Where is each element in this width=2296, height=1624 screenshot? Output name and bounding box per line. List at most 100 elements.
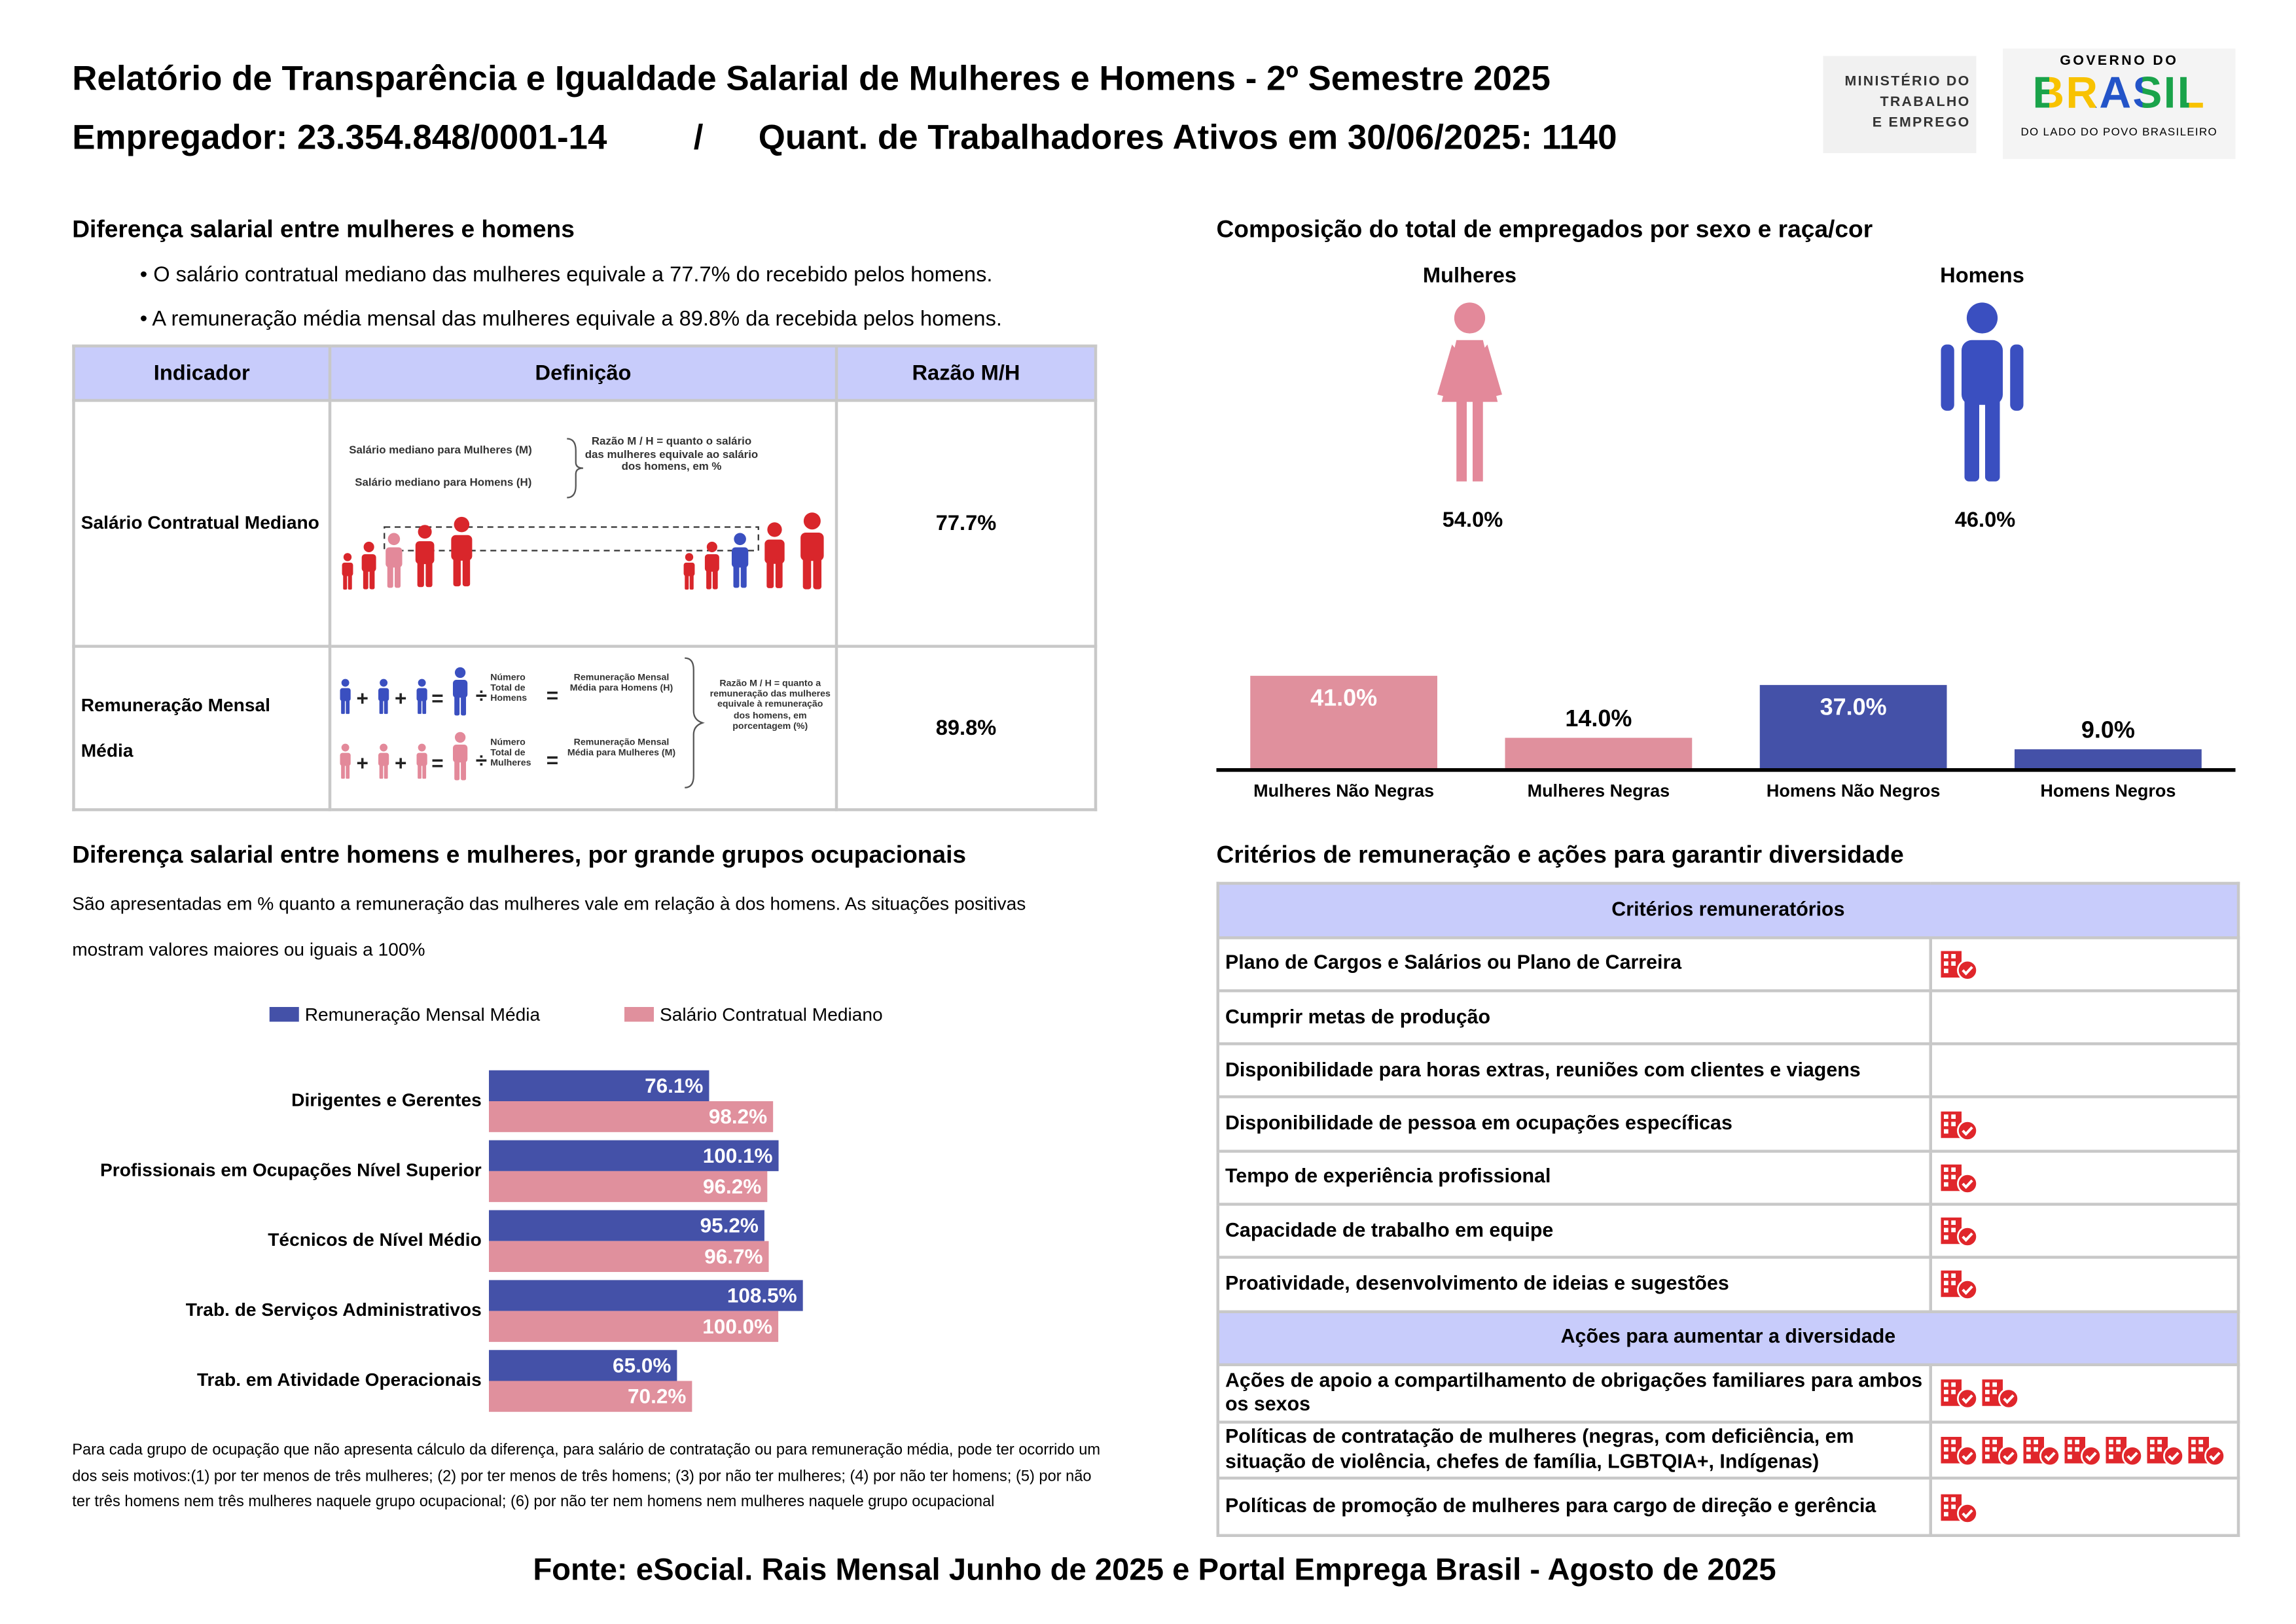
bar-label: 65.0% <box>613 1353 671 1377</box>
criteria-label: Disponibilidade para horas extras, reuni… <box>1216 1042 1932 1099</box>
footer: Fonte: eSocial. Rais Mensal Junho de 202… <box>533 1553 1776 1587</box>
diagram-text: Número Total de Homens <box>490 673 528 705</box>
section-header-row: Critérios remuneratórios <box>1216 881 2240 939</box>
table-header: Razão M/H <box>834 344 1098 402</box>
mean-figures: + + = ÷ = + + = ÷ = <box>340 657 705 788</box>
check-icon <box>1941 1493 1978 1523</box>
bar-label: 41.0% <box>1310 684 1377 711</box>
ministry-line: MINISTÉRIO DO <box>1844 73 1971 90</box>
criteria-row: Plano de Cargos e Salários ou Plano de C… <box>1216 935 2240 993</box>
bar-label: 108.5% <box>727 1284 797 1307</box>
check-icon <box>2064 1436 2102 1466</box>
figure-value: 54.0% <box>1443 507 1503 531</box>
bar <box>489 1171 768 1203</box>
diagram-text: Remuneração Mensal Média para Homens (H) <box>569 673 673 694</box>
check-icon <box>1982 1436 2019 1466</box>
criteria-row: Políticas de promoção de mulheres para c… <box>1216 1477 2240 1537</box>
bar-label: 95.2% <box>700 1214 759 1237</box>
criteria-label: Políticas de contratação de mulheres (ne… <box>1216 1420 1932 1480</box>
figure-label: Homens <box>1940 263 2024 287</box>
bullet: • O salário contratual mediano das mulhe… <box>139 263 993 287</box>
government-slogan: DO LADO DO POVO BRASILEIRO <box>2020 125 2217 139</box>
ministry-line: TRABALHO <box>1880 94 1971 111</box>
separator: / <box>693 118 704 156</box>
bar <box>489 1101 774 1133</box>
bar-label: 100.0% <box>702 1315 772 1338</box>
bar <box>1759 684 1947 770</box>
section-title: Diferença salarial entre mulheres e home… <box>72 216 575 243</box>
brace <box>567 438 584 499</box>
criteria-icons <box>1929 935 2240 993</box>
bar <box>489 1280 803 1311</box>
criteria-body: Critérios remuneratórios Plano de Cargos … <box>1216 881 2240 1537</box>
legend-swatch <box>269 1007 299 1022</box>
bar-label: 14.0% <box>1565 705 1632 732</box>
criteria-icons <box>1929 1095 2240 1153</box>
ratio: 89.8% <box>834 644 1098 811</box>
y-tick-label: Técnicos de Nível Médio <box>268 1229 481 1250</box>
woman-icon <box>1437 302 1502 482</box>
criteria-row: Disponibilidade de pessoa em ocupações e… <box>1216 1095 2240 1153</box>
check-icon <box>2188 1436 2225 1466</box>
employer: Empregador: 23.354.848/0001-14 <box>72 118 607 156</box>
operators: + + = ÷ = + + = ÷ = <box>357 683 559 775</box>
x-tick-label: Mulheres Não Negras <box>1253 781 1434 801</box>
check-icon <box>1941 1110 1978 1140</box>
criteria-icons <box>1929 1363 2240 1423</box>
indicator-table: Indicador Definição Razão M/H Salário Co… <box>72 344 1098 811</box>
operator: = <box>547 748 558 771</box>
operator: + <box>395 751 406 775</box>
legend-label: Remuneração Mensal Média <box>305 1004 541 1025</box>
bar-label: 37.0% <box>1820 693 1887 720</box>
diagram-text: Número Total de Mulheres <box>490 737 531 769</box>
section-title: Diferença salarial entre homens e mulher… <box>72 842 967 869</box>
y-tick-label: Trab. em Atividade Operacionais <box>197 1369 482 1390</box>
legend-label: Salário Contratual Mediano <box>660 1004 883 1025</box>
mean-diagram: + + = ÷ = + + = ÷ = Número <box>331 649 836 807</box>
indicator: Remuneração Mensal Média <box>72 644 332 811</box>
government-logo: GOVERNO DO BRASIL DO LADO DO POVO BRASIL… <box>2003 48 2236 159</box>
bar <box>489 1070 709 1101</box>
criteria-icons <box>1929 1420 2240 1480</box>
bar <box>489 1381 692 1412</box>
check-icon <box>1982 1380 2019 1410</box>
bar-label: 96.7% <box>704 1244 762 1268</box>
operator: ÷ <box>476 748 487 771</box>
bar <box>2015 749 2202 770</box>
criteria-row: Proatividade, desenvolvimento de ideias … <box>1216 1256 2240 1313</box>
arm <box>2010 344 2024 411</box>
x-tick-label: Mulheres Negras <box>1528 781 1670 801</box>
criteria-row: Tempo de experiência profissional <box>1216 1149 2240 1206</box>
bar <box>489 1210 764 1241</box>
check-icon <box>1941 1380 1978 1410</box>
operator: = <box>431 686 443 710</box>
y-tick-label: Profissionais em Ocupações Nível Superio… <box>100 1159 482 1180</box>
brace <box>685 657 705 788</box>
bar <box>489 1311 779 1342</box>
chart-subtitle: São apresentadas em % quanto a remuneraç… <box>72 893 1026 915</box>
section-header-row: Ações para aumentar a diversidade <box>1216 1309 2240 1367</box>
table-row: Salário Contratual Mediano Salário media… <box>72 398 1098 648</box>
diagram-text: Salário mediano para Homens (H) <box>355 475 532 489</box>
criteria-label: Proatividade, desenvolvimento de ideias … <box>1216 1256 1932 1313</box>
man-icon <box>1941 302 2024 482</box>
check-icon <box>2147 1436 2184 1466</box>
y-tick-label: Dirigentes e Gerentes <box>291 1089 482 1110</box>
check-icon <box>1941 950 1978 980</box>
report-title: Relatório de Transparência e Igualdade S… <box>72 59 1551 97</box>
check-icon <box>2106 1436 2143 1466</box>
bar-label: 98.2% <box>709 1104 767 1128</box>
arm <box>1941 344 1954 411</box>
section-header: Critérios remuneratórios <box>1216 881 2240 939</box>
diagram-text: Razão M / H = quanto a remuneração das m… <box>709 679 831 732</box>
section-header: Ações para aumentar a diversidade <box>1216 1309 2240 1367</box>
ratio: 77.7% <box>834 398 1098 648</box>
diagram-text: Salário mediano para Mulheres (M) <box>349 443 532 457</box>
check-icon <box>1941 1218 1978 1248</box>
definition: Salário mediano para Mulheres (M) Salári… <box>328 398 838 648</box>
criteria-row: Cumprir metas de produção <box>1216 989 2240 1046</box>
median-diagram: Salário mediano para Mulheres (M) Salári… <box>331 404 836 644</box>
operator: ÷ <box>476 683 487 707</box>
check-icon <box>2023 1436 2060 1466</box>
head <box>1454 302 1486 334</box>
